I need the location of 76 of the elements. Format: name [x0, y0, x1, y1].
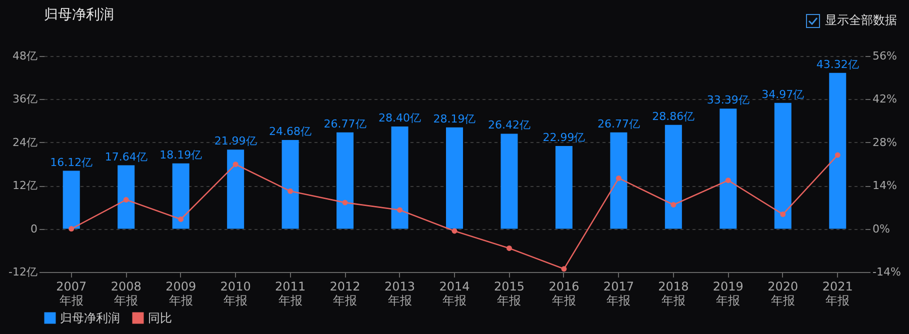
x-tick-label: 2015 年报	[494, 280, 525, 308]
point	[780, 212, 786, 218]
data-label: 28.19亿	[433, 112, 476, 126]
y-tick-label: 24亿	[12, 136, 38, 149]
point	[561, 266, 567, 272]
data-label: 26.42亿	[488, 118, 530, 132]
x-tick-label: 2007 年报	[56, 280, 87, 308]
x-tick-label: 2011 年报	[275, 280, 306, 308]
point	[670, 202, 676, 208]
x-tick-label: 2020 年报	[768, 280, 798, 308]
x-tick-label: 2019 年报	[712, 280, 744, 308]
bar	[829, 72, 846, 229]
data-label: 33.39亿	[706, 94, 750, 107]
legend-label: 同比	[148, 311, 172, 325]
y2-tick-label: 42%	[872, 92, 897, 106]
bar	[172, 163, 190, 229]
point	[178, 216, 184, 222]
bar	[500, 134, 518, 229]
data-label: 16.12亿	[50, 156, 93, 169]
y-tick-label: -12亿	[8, 266, 38, 278]
x-tick-label: 2014 年报	[439, 280, 470, 308]
point	[616, 175, 622, 181]
bar	[774, 102, 792, 229]
chart-title: 归母净利润	[44, 7, 114, 23]
bar	[555, 146, 572, 229]
y2-tick-label: 0%	[872, 222, 890, 236]
data-label: 26.77亿	[597, 117, 640, 130]
data-label: 21.99亿	[214, 134, 257, 148]
y-tick-label: 48亿	[12, 50, 38, 62]
bar	[391, 126, 408, 229]
text: 显示全部数据	[825, 12, 897, 29]
bar	[720, 108, 737, 229]
y2-tick-label: 14%	[872, 179, 897, 192]
point	[452, 228, 458, 234]
bar	[446, 127, 463, 229]
x-tick-label: 2021 年报	[822, 280, 853, 308]
bar	[62, 170, 80, 229]
x-tick-label: 2009 年报	[166, 280, 196, 308]
data-label: 18.19亿	[160, 148, 202, 162]
point	[834, 152, 840, 158]
point	[232, 162, 238, 168]
x-tick-label: 2012 年报	[330, 280, 360, 308]
data-label: 34.97亿	[762, 88, 804, 101]
data-label: 28.40亿	[378, 112, 422, 125]
y2-tick-label: 56%	[872, 50, 897, 62]
y2-tick-label: -14%	[872, 266, 901, 278]
bar	[282, 140, 299, 229]
bar	[664, 124, 682, 229]
x-tick-label: 2018 年报	[658, 280, 689, 308]
y-tick-label: 36亿	[12, 92, 38, 106]
bar	[118, 165, 135, 229]
bar	[336, 132, 354, 229]
y2-tick-label: 28%	[872, 136, 897, 149]
x-tick-label: 2017 年报	[603, 280, 634, 308]
y-tick-label: 0	[30, 222, 38, 236]
legend-label: 归母净利润	[60, 311, 120, 325]
data-label: 17.64亿	[104, 150, 148, 164]
data-label: 24.68亿	[269, 124, 312, 138]
x-tick-label: 2010 年报	[220, 280, 251, 308]
data-label: 26.77亿	[324, 117, 366, 130]
point	[123, 197, 129, 203]
point	[397, 207, 403, 213]
point	[288, 188, 294, 194]
point	[725, 178, 731, 184]
point	[506, 246, 512, 251]
point	[342, 200, 348, 206]
point	[68, 226, 74, 232]
x-tick-label: 2008 年报	[110, 280, 142, 308]
data-label: 22.99亿	[542, 131, 586, 144]
bar	[610, 132, 628, 229]
y-tick-label: 12亿	[12, 179, 38, 192]
x-tick-label: 2013 年报	[384, 280, 416, 308]
data-label: 43.32亿	[816, 58, 859, 71]
bar	[227, 150, 244, 229]
x-tick-label: 2016 年报	[548, 280, 580, 308]
data-label: 28.86亿	[652, 110, 695, 123]
